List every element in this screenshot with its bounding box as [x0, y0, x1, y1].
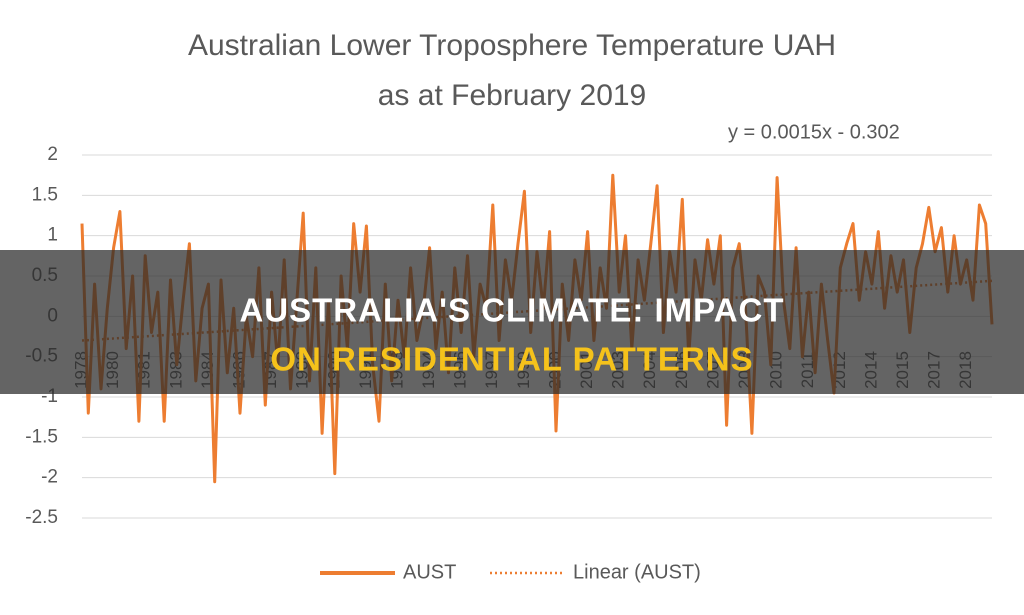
- legend-label: AUST: [403, 561, 456, 583]
- legend: AUST Linear (AUST): [320, 561, 701, 583]
- y-tick-label: -2: [41, 467, 58, 488]
- y-tick-label: 1: [47, 225, 58, 246]
- y-tick-label: 1.5: [32, 184, 58, 205]
- banner-background: [0, 250, 1024, 394]
- y-tick-label: -2.5: [25, 507, 58, 528]
- y-tick-label: -1.5: [25, 426, 58, 447]
- banner-line2: ON RESIDENTIAL PATTERNS: [270, 341, 753, 378]
- trend-equation: y = 0.0015x - 0.302: [728, 121, 900, 143]
- legend-label: Linear (AUST): [573, 561, 701, 583]
- y-tick-label: 2: [47, 144, 58, 165]
- chart-subtitle: as at February 2019: [378, 79, 647, 112]
- banner-line1: AUSTRALIA'S CLIMATE: IMPACT: [239, 292, 784, 329]
- chart-title: Australian Lower Troposphere Temperature…: [188, 29, 836, 62]
